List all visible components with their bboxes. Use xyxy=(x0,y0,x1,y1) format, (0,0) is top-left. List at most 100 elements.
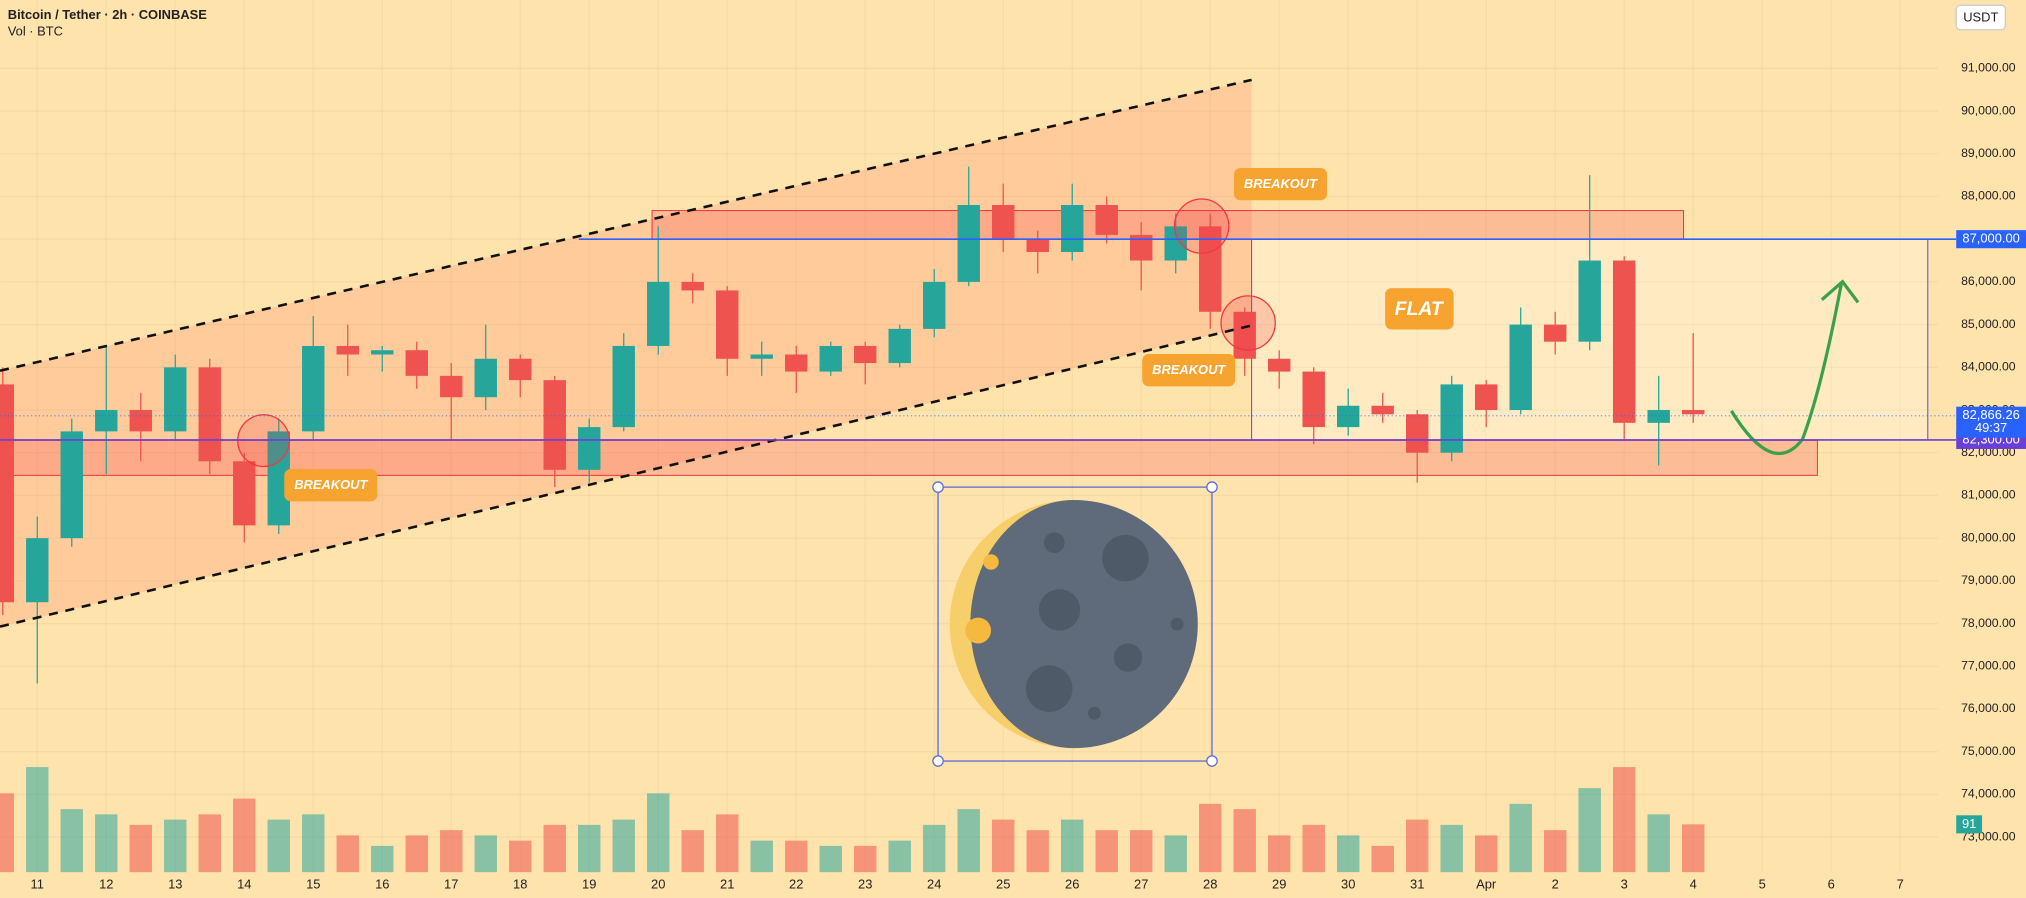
candle-body xyxy=(888,328,911,364)
candle-body xyxy=(1199,226,1222,312)
volume-bar xyxy=(750,840,773,873)
volume-bar xyxy=(60,809,83,873)
volume-bar xyxy=(543,824,566,873)
x-tick-label: 3 xyxy=(1621,876,1628,891)
y-tick-label: 79,000.00 xyxy=(1961,573,2016,587)
x-tick-label: 17 xyxy=(444,876,458,891)
y-tick-label: 81,000.00 xyxy=(1961,488,2016,502)
x-tick-label: 23 xyxy=(858,876,872,891)
candle-body xyxy=(233,461,256,526)
candle-body xyxy=(957,205,980,282)
volume-bar xyxy=(302,814,325,873)
y-tick-label: 90,000.00 xyxy=(1961,103,2016,117)
candle-body xyxy=(405,350,428,376)
candle-body xyxy=(474,358,497,398)
y-tick-label: 76,000.00 xyxy=(1961,701,2016,715)
candle-body xyxy=(60,431,83,539)
price-tag-label: 87,000.00 xyxy=(1962,231,2019,246)
y-tick-label: 85,000.00 xyxy=(1961,317,2016,331)
annotation: BREAKOUT xyxy=(1244,176,1318,191)
volume-bar xyxy=(1302,824,1325,873)
volume-bar xyxy=(1371,845,1394,873)
x-tick-label: 21 xyxy=(720,876,734,891)
volume-bar xyxy=(0,793,14,873)
candle-body xyxy=(1336,405,1360,428)
candle-body xyxy=(716,290,739,359)
y-tick-label: 89,000.00 xyxy=(1961,146,2016,160)
x-tick-label: 27 xyxy=(1134,876,1148,891)
candle-body xyxy=(1647,410,1670,423)
candle-body xyxy=(509,358,532,381)
volume-bar xyxy=(1681,824,1705,873)
volume-bar xyxy=(336,835,359,873)
y-tick-label: 86,000.00 xyxy=(1961,274,2016,288)
x-tick-label: 4 xyxy=(1690,876,1697,891)
x-tick-label: 28 xyxy=(1203,876,1217,891)
x-tick-label: 24 xyxy=(927,876,941,891)
volume-label: Vol · BTC xyxy=(8,24,63,39)
candle-body xyxy=(26,538,49,603)
volume-bar xyxy=(26,767,49,873)
currency-button[interactable] xyxy=(1955,4,2006,31)
candle-body xyxy=(923,281,946,329)
candle-body xyxy=(1026,239,1049,252)
candle-body xyxy=(1612,260,1636,423)
last-price-tag xyxy=(1956,406,2026,438)
volume-bar xyxy=(95,814,118,873)
candle-body xyxy=(854,345,877,364)
candle-body xyxy=(785,354,808,372)
last-price-label: 82,866.26 xyxy=(1962,407,2019,422)
currency[interactable]: USDT xyxy=(1963,9,1998,24)
y-tick-label: 84,000.00 xyxy=(1961,360,2016,374)
volume-bar xyxy=(681,830,704,873)
x-tick-label: 26 xyxy=(1065,876,1079,891)
y-tick-label: 74,000.00 xyxy=(1961,787,2016,801)
candle-body xyxy=(578,427,601,470)
candle-body xyxy=(1440,384,1463,453)
candle-body xyxy=(1681,410,1705,415)
volume-bar xyxy=(1336,835,1360,873)
volume-bar xyxy=(1026,830,1049,873)
volume-bar xyxy=(1267,835,1291,873)
candle-body xyxy=(681,281,704,291)
x-tick-label: 29 xyxy=(1272,876,1286,891)
price-tag xyxy=(1956,230,2026,249)
volume-bar xyxy=(923,824,946,873)
candle-body xyxy=(1578,260,1601,342)
candle-body xyxy=(1302,371,1325,428)
x-tick-label: 14 xyxy=(237,876,251,891)
volume-bar xyxy=(129,824,152,873)
x-tick-label: 7 xyxy=(1897,876,1904,891)
volume-bar xyxy=(1405,819,1429,873)
y-tick-label: 77,000.00 xyxy=(1961,659,2016,673)
volume-bar xyxy=(612,819,635,873)
y-tick-label: 88,000.00 xyxy=(1961,189,2016,203)
volume-bar xyxy=(164,819,187,873)
volume-bar xyxy=(888,840,911,873)
x-tick-label: 13 xyxy=(168,876,182,891)
candle-body xyxy=(336,345,359,355)
annotation: BREAKOUT xyxy=(1152,362,1226,377)
symbol-title: Bitcoin / Tether · 2h · COINBASE xyxy=(8,7,207,22)
volume-bar xyxy=(509,840,532,873)
marker-circle xyxy=(1220,295,1276,351)
x-tick-label: 15 xyxy=(306,876,320,891)
y-tick-label: 91,000.00 xyxy=(1961,61,2016,75)
x-tick-label: 25 xyxy=(996,876,1010,891)
candle-body xyxy=(1164,226,1187,261)
volume-bar xyxy=(1612,767,1636,873)
candle-body xyxy=(750,354,773,359)
volume-bar xyxy=(198,814,221,873)
candle-body xyxy=(1543,324,1567,342)
volume-bar xyxy=(1578,788,1601,873)
volume-bar xyxy=(440,830,463,873)
volume-bar xyxy=(819,845,842,873)
candle-body xyxy=(440,375,463,398)
x-tick-label: 18 xyxy=(513,876,527,891)
volume-tag-label: 91 xyxy=(1962,816,1976,831)
volume-bar xyxy=(1095,830,1118,873)
candle-body xyxy=(1371,405,1394,415)
x-tick-label: 16 xyxy=(375,876,389,891)
x-tick-label: 31 xyxy=(1410,876,1424,891)
